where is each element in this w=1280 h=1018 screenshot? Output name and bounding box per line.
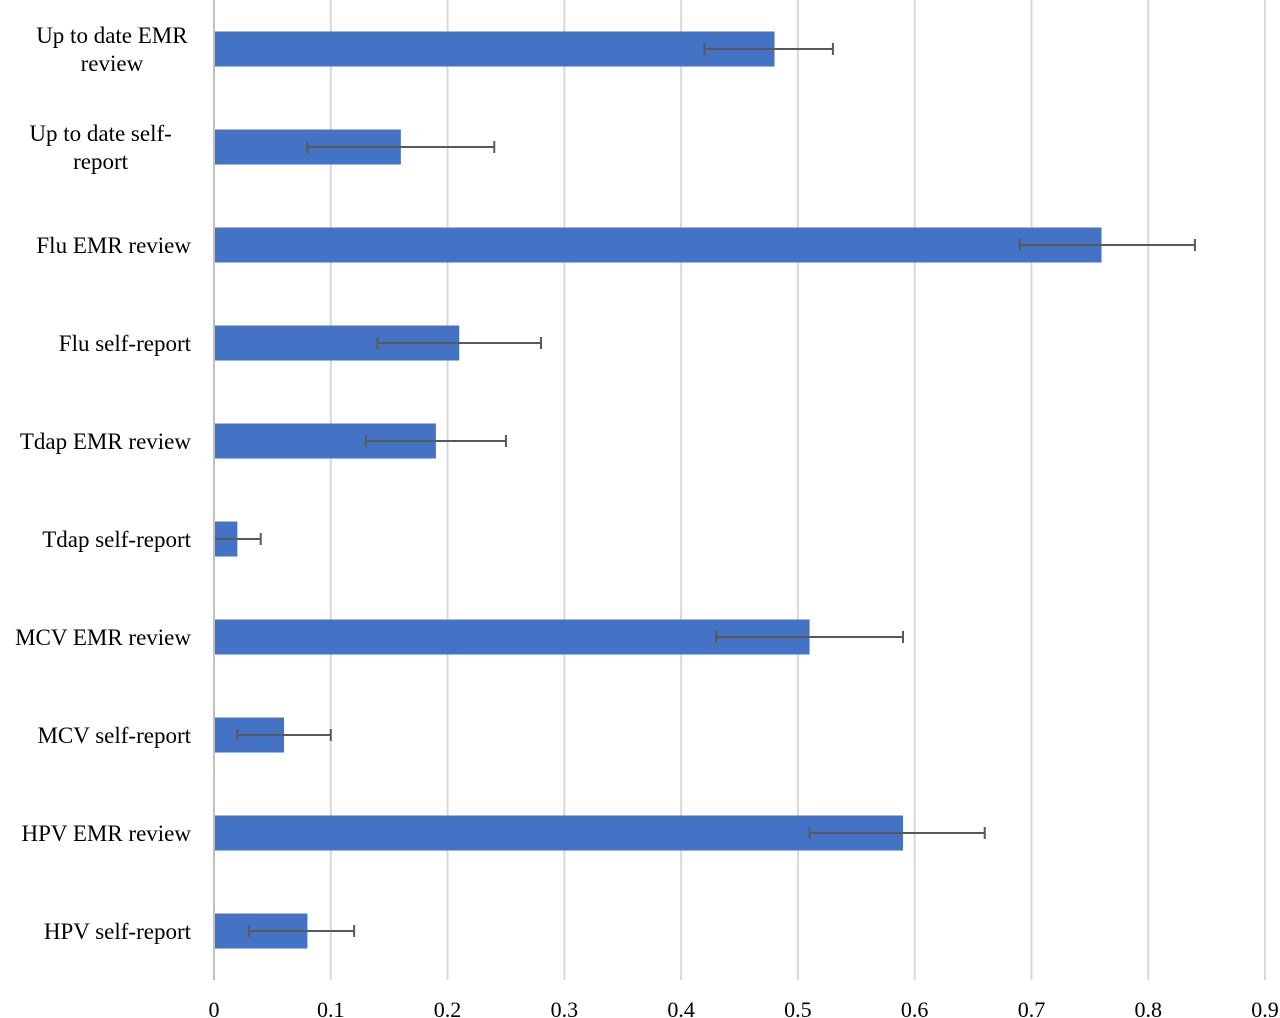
gridlines [329, 0, 1266, 980]
x-tick-label: 0.1 [317, 997, 345, 1018]
x-tick-label: 0.9 [1251, 997, 1279, 1018]
category-label-line: Flu self-report [59, 331, 192, 356]
category-label: Up to date EMR review [36, 23, 188, 76]
category-label-line: review [81, 51, 144, 76]
bars [214, 31, 1102, 949]
category-label-line: Flu EMR review [36, 233, 191, 258]
x-tick-labels: 0 0.1 0.2 0.3 0.4 0.5 0.6 0.7 0.8 0.9 [209, 997, 1279, 1018]
bar [214, 31, 775, 67]
x-tick-label: 0.4 [667, 997, 695, 1018]
error-bar [236, 729, 332, 741]
category-label: HPV EMR review [21, 821, 191, 846]
category-label: MCV self-report [37, 723, 191, 748]
error-bar [376, 337, 542, 349]
category-label: Flu self-report [59, 331, 192, 356]
category-labels: Up to date EMR review Up to date self-repo… [15, 23, 192, 944]
x-tick-label: 0.2 [434, 997, 462, 1018]
error-bar [1018, 239, 1196, 251]
x-tick-label: 0.6 [901, 997, 929, 1018]
category-label-line: MCV EMR review [15, 625, 191, 650]
error-bars [213, 43, 1196, 937]
error-bar [703, 43, 834, 55]
category-label-line: HPV self-report [44, 919, 192, 944]
x-tick-label: 0.7 [1018, 997, 1046, 1018]
category-label-line: HPV EMR review [21, 821, 191, 846]
x-tick-label: 0.8 [1134, 997, 1162, 1018]
category-label-line: Tdap self-report [42, 527, 191, 552]
category-label: MCV EMR review [15, 625, 191, 650]
x-tick-label: 0.5 [784, 997, 812, 1018]
category-label-line: MCV self-report [37, 723, 191, 748]
category-label: Up to date self-report [29, 121, 171, 174]
category-label-line: Tdap EMR review [20, 429, 192, 454]
category-label-line: Up to date EMR [36, 23, 188, 48]
category-label: Tdap self-report [42, 527, 191, 552]
category-label: Flu EMR review [36, 233, 191, 258]
error-bar [364, 435, 507, 447]
category-label: Tdap EMR review [20, 429, 192, 454]
error-bar [306, 141, 496, 153]
category-label-line: report [73, 149, 129, 174]
error-bar [715, 631, 904, 643]
bar [214, 227, 1102, 263]
category-label: HPV self-report [44, 919, 192, 944]
category-label-line: Up to date self- [29, 121, 171, 146]
x-tick-label: 0 [209, 997, 220, 1018]
error-bar [248, 925, 356, 937]
error-bar [808, 827, 986, 839]
bar [214, 619, 810, 655]
bar [214, 815, 903, 851]
x-tick-label: 0.3 [551, 997, 579, 1018]
